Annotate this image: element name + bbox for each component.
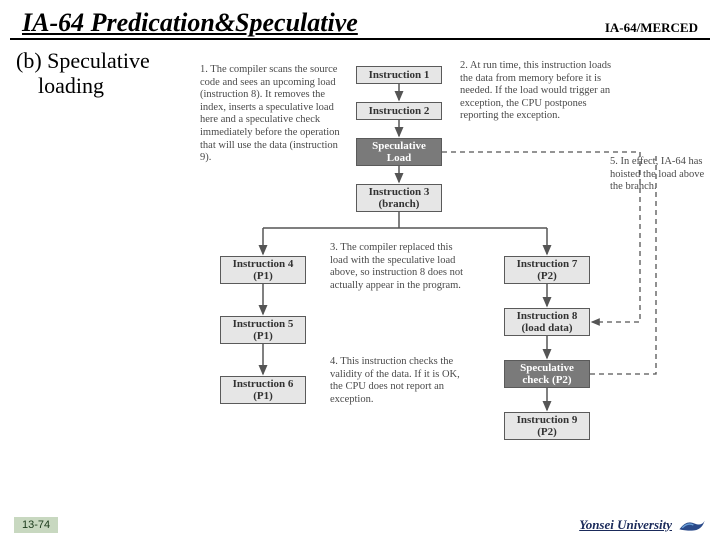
slide-footer: 13-74 Yonsei University xyxy=(0,516,720,534)
node-instruction-8: Instruction 8 (load data) xyxy=(504,308,590,336)
university-name: Yonsei University xyxy=(579,517,672,533)
header-tag: IA-64/MERCED xyxy=(605,20,698,38)
node-instruction-9: Instruction 9 (P2) xyxy=(504,412,590,440)
speculative-loading-diagram: Instruction 1 Instruction 2 Speculative … xyxy=(0,60,720,500)
caption-3: 3. The compiler replaced this load with … xyxy=(330,242,470,292)
slide-number: 13-74 xyxy=(14,517,58,533)
node-instruction-4: Instruction 4 (P1) xyxy=(220,256,306,284)
node-instruction-5: Instruction 5 (P1) xyxy=(220,316,306,344)
node-instruction-2: Instruction 2 xyxy=(356,102,442,120)
page-title: IA-64 Predication&Speculative xyxy=(22,8,605,38)
bird-logo-icon xyxy=(678,516,706,534)
node-speculative-check: Speculative check (P2) xyxy=(504,360,590,388)
node-speculative-load: Speculative Load xyxy=(356,138,442,166)
caption-4: 4. This instruction checks the validity … xyxy=(330,356,470,406)
node-instruction-7: Instruction 7 (P2) xyxy=(504,256,590,284)
node-instruction-6: Instruction 6 (P1) xyxy=(220,376,306,404)
node-instruction-3-branch: Instruction 3 (branch) xyxy=(356,184,442,212)
node-instruction-1: Instruction 1 xyxy=(356,66,442,84)
caption-5: 5. In effect, IA-64 has hoisted the load… xyxy=(610,156,710,194)
caption-2: 2. At run time, this instruction loads t… xyxy=(460,60,620,123)
caption-1: 1. The compiler scans the source code an… xyxy=(200,64,350,165)
